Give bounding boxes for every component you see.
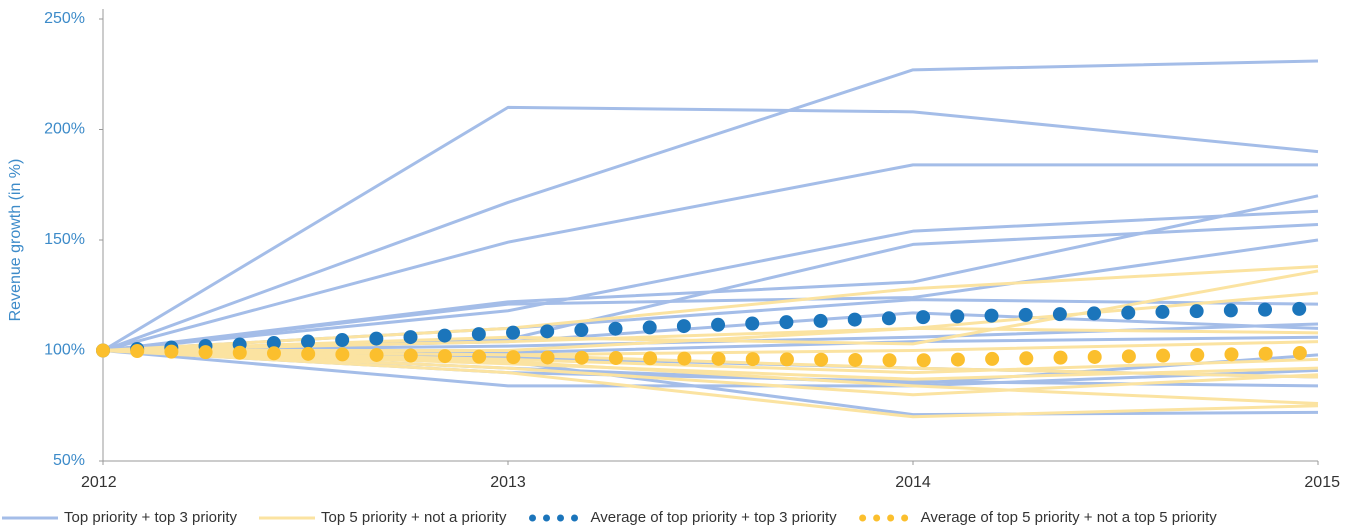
y-tick-label: 250%	[44, 10, 85, 27]
y-axis-label: Revenue growth (in %)	[7, 159, 24, 322]
legend-label: Average of top 5 priority + not a top 5 …	[921, 509, 1218, 526]
y-tick-label: 200%	[44, 121, 85, 138]
x-tick-label: 2015	[1304, 474, 1340, 491]
line	[102, 209, 1319, 352]
legend-swatch	[543, 514, 551, 522]
legend-swatch	[557, 514, 565, 522]
x-tick-label: 2013	[490, 474, 526, 491]
legend-swatch	[873, 514, 881, 522]
x-tick-label: 2014	[895, 474, 931, 491]
legend-swatch	[901, 514, 909, 522]
legend-label: Top 5 priority + not a priority	[321, 509, 507, 526]
line	[102, 238, 1319, 352]
line	[102, 349, 1319, 388]
line	[102, 349, 1319, 419]
legend-swatch	[887, 514, 895, 522]
line	[102, 59, 1319, 352]
legend-swatch	[529, 514, 537, 522]
legend-swatch	[571, 514, 579, 522]
legend-label: Average of top priority + top 3 priority	[591, 509, 838, 526]
line	[102, 163, 1318, 352]
y-tick-label: 50%	[53, 452, 85, 469]
y-tick-label: 150%	[44, 231, 85, 248]
x-tick-label: 2012	[81, 474, 117, 491]
average-line	[96, 343, 1325, 368]
legend-swatch	[859, 514, 867, 522]
line	[102, 105, 1319, 352]
legend-label: Top priority + top 3 priority	[64, 509, 237, 526]
average-line	[96, 301, 1325, 358]
y-tick-label: 100%	[44, 342, 85, 359]
